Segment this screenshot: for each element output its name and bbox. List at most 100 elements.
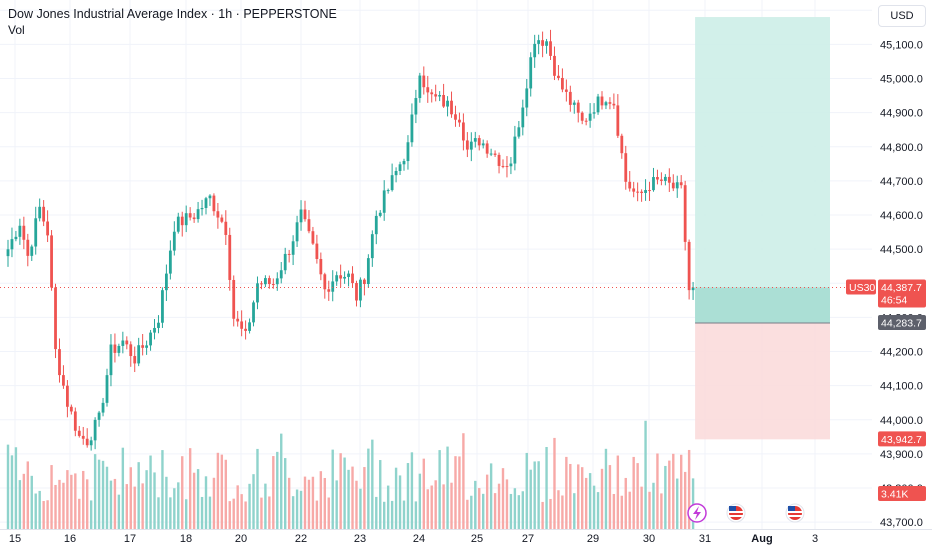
volume-bar xyxy=(561,495,564,529)
time-tick-label: 30 xyxy=(643,533,655,545)
candle-body xyxy=(557,75,560,78)
candle-body xyxy=(675,182,679,189)
volume-bar xyxy=(664,465,667,529)
volume-bar xyxy=(573,493,576,529)
candle-body xyxy=(157,322,160,328)
candle-body xyxy=(299,209,303,223)
candle-body xyxy=(73,411,77,431)
volume-bar xyxy=(109,480,113,529)
volume-bar xyxy=(58,479,61,529)
volume-bar xyxy=(228,501,231,529)
candle-body xyxy=(537,40,541,44)
candle-body xyxy=(644,190,647,193)
candle-body xyxy=(180,216,184,226)
price-tick-label: 44,100.0 xyxy=(880,381,923,393)
candle-body xyxy=(386,190,390,192)
candle-body xyxy=(46,221,49,236)
candle-body xyxy=(50,235,53,288)
candle-body xyxy=(220,217,224,222)
volume-bar xyxy=(529,469,532,529)
last-price-badge-bg xyxy=(878,279,926,308)
flag-stripe xyxy=(788,515,802,517)
volume-badge-bg xyxy=(878,486,926,501)
candle-body xyxy=(430,92,434,95)
volume-bar xyxy=(86,479,89,529)
flag-stripe xyxy=(729,511,743,513)
candle-body xyxy=(271,284,275,286)
volume-bar xyxy=(525,452,528,529)
volume-bar xyxy=(244,501,247,529)
volume-bar xyxy=(383,501,386,529)
candle-body xyxy=(572,102,576,105)
flag-canton xyxy=(729,506,736,511)
candle-body xyxy=(545,41,548,46)
volume-bar xyxy=(188,448,192,529)
candle-body xyxy=(592,112,596,114)
volume-bar xyxy=(478,488,481,529)
candle-body xyxy=(192,217,196,220)
currency-button[interactable]: USD xyxy=(878,5,926,27)
volume-bar xyxy=(549,498,552,529)
volume-indicator-label[interactable]: Vol xyxy=(8,23,25,37)
volume-bar xyxy=(482,493,485,529)
volume-bar xyxy=(232,498,235,529)
price-tick-label: 43,700.0 xyxy=(880,517,923,529)
candle-body xyxy=(426,87,430,93)
volume-bar xyxy=(497,483,501,529)
time-tick-label: 22 xyxy=(295,533,307,545)
candle-body xyxy=(212,195,216,212)
candle-body xyxy=(390,175,394,191)
volume-bar xyxy=(438,450,441,529)
volume-bar xyxy=(46,500,49,529)
candle-body xyxy=(77,430,81,436)
candle-body xyxy=(596,96,600,113)
candle-body xyxy=(85,438,89,446)
candle-body xyxy=(347,273,350,277)
volume-bar xyxy=(240,494,243,529)
volume-bar xyxy=(426,489,429,529)
time-tick-label: Aug xyxy=(751,533,772,545)
volume-bar xyxy=(533,461,536,529)
entry-price-badge-bg xyxy=(878,314,926,330)
candle-body xyxy=(26,239,30,256)
candle-body xyxy=(188,213,192,218)
volume-bar xyxy=(97,459,101,529)
candle-body xyxy=(454,114,457,120)
candle-body xyxy=(553,55,556,76)
volume-bar xyxy=(165,476,168,529)
candle-body xyxy=(406,142,410,162)
volume-bar xyxy=(604,448,608,529)
candle-body xyxy=(576,102,580,113)
candle-body xyxy=(327,289,331,292)
price-tick-label: 45,000.0 xyxy=(880,73,923,85)
volume-bar xyxy=(493,493,497,529)
candle-body xyxy=(450,100,453,115)
volume-bar xyxy=(406,463,410,529)
candle-body xyxy=(509,163,513,167)
volume-bar xyxy=(363,467,366,529)
candle-body xyxy=(240,321,244,329)
candle-body xyxy=(109,344,113,376)
price-tick-label: 44,700.0 xyxy=(880,176,923,188)
candle-body xyxy=(355,283,358,301)
volume-bar xyxy=(612,493,616,529)
volume-bar xyxy=(82,470,85,529)
time-tick-label: 25 xyxy=(471,533,483,545)
candle-body xyxy=(113,344,117,353)
price-tick-label: 44,600.0 xyxy=(880,210,923,222)
volume-bar xyxy=(636,463,639,529)
candle-body xyxy=(410,114,414,143)
candle-body xyxy=(446,100,449,107)
volume-bar xyxy=(501,468,505,529)
volume-bar xyxy=(287,477,291,529)
volume-bar xyxy=(367,448,370,529)
candle-body xyxy=(608,102,612,104)
volume-bar xyxy=(656,453,659,529)
volume-bar xyxy=(596,492,600,529)
volume-bar xyxy=(74,473,77,529)
candle-body xyxy=(636,191,640,193)
candle-body xyxy=(588,113,592,121)
candle-body xyxy=(628,181,632,189)
candle-body xyxy=(632,188,636,192)
